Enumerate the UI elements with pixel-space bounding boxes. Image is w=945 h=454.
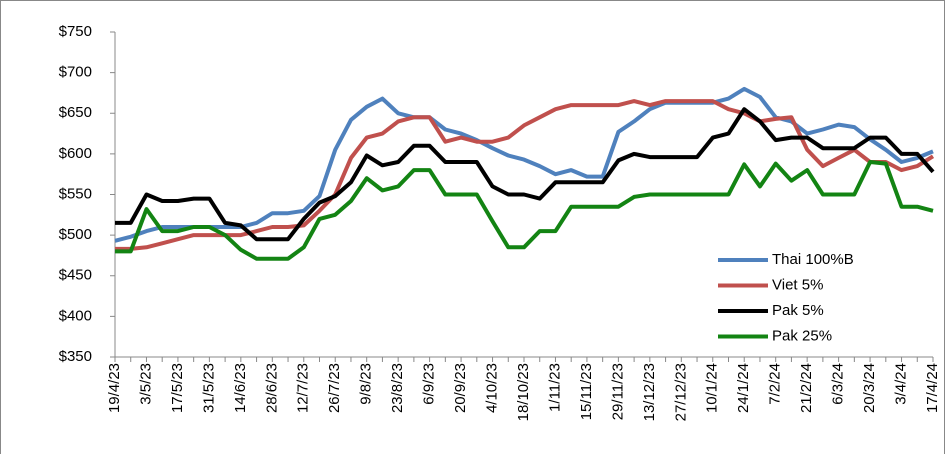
legend-label: Viet 5% (772, 276, 823, 293)
x-tick-label: 15/11/23 (578, 363, 595, 420)
x-tick-label: 14/6/23 (232, 363, 249, 413)
x-tick-label: 4/10/23 (484, 363, 501, 413)
series-line (114, 86, 934, 243)
x-tick-label: 28/6/23 (263, 363, 280, 413)
x-tick-label: 10/1/24 (704, 363, 721, 413)
x-tick-label: 31/5/23 (200, 363, 217, 413)
x-tick-label: 20/3/24 (861, 363, 878, 413)
x-tick-label: 3/4/24 (893, 363, 910, 405)
x-tick-label: 19/4/23 (106, 363, 123, 413)
x-tick-label: 6/3/24 (830, 363, 847, 405)
y-tick-label: $500 (59, 226, 92, 243)
x-tick-label: 29/11/23 (609, 363, 626, 420)
x-tick-label: 6/9/23 (421, 363, 438, 405)
x-tick-label: 24/1/24 (735, 363, 752, 413)
legend-label: Pak 25% (772, 327, 832, 344)
x-tick-label: 3/5/23 (137, 363, 154, 405)
x-tick-label: 17/4/24 (924, 363, 941, 413)
y-tick-label: $650 (59, 104, 92, 121)
legend-label: Thai 100%B (772, 251, 854, 268)
x-tick-label: 9/8/23 (358, 363, 375, 405)
y-tick-label: $400 (59, 307, 92, 324)
y-tick-label: $550 (59, 185, 92, 202)
x-tick-label: 26/7/23 (326, 363, 343, 413)
x-tick-label: 23/8/23 (389, 363, 406, 413)
x-tick-label: 27/12/23 (672, 363, 689, 421)
x-tick-label: 17/5/23 (169, 363, 186, 413)
x-tick-label: 13/12/23 (641, 363, 658, 421)
x-tick-label: 20/9/23 (452, 363, 469, 413)
legend-label: Pak 5% (772, 302, 824, 319)
x-tick-label: 21/2/24 (798, 363, 815, 413)
x-tick-label: 1/11/23 (546, 363, 563, 412)
y-tick-label: $450 (59, 267, 92, 284)
x-tick-label: 7/2/24 (767, 363, 784, 405)
x-tick-label: 18/10/23 (515, 363, 532, 421)
y-tick-label: $700 (59, 64, 92, 81)
series-line (115, 107, 935, 242)
x-tick-label: 12/7/23 (295, 363, 312, 413)
y-tick-label: $750 (59, 23, 92, 40)
y-tick-label: $350 (59, 348, 92, 365)
y-tick-label: $600 (59, 145, 92, 162)
series-line (115, 160, 934, 261)
